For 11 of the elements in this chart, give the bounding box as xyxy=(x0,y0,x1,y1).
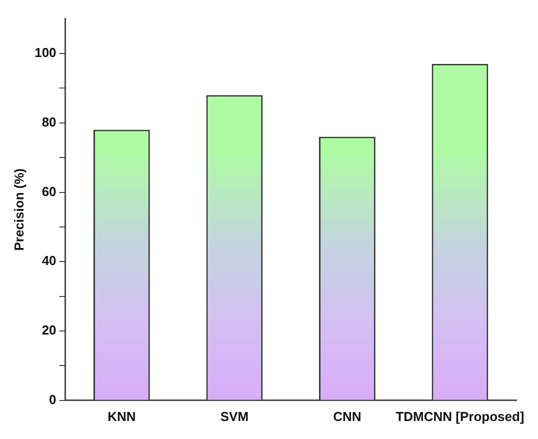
y-tick-label: 40 xyxy=(42,253,56,268)
y-axis-title: Precision (%) xyxy=(11,168,26,251)
y-tick-label: 0 xyxy=(49,392,56,407)
x-tick-label: CNN xyxy=(333,408,362,424)
y-tick-label: 80 xyxy=(42,114,56,130)
y-tick-label: 60 xyxy=(42,184,56,199)
y-tick-label: 20 xyxy=(42,322,56,338)
x-tick-label: KNN xyxy=(108,408,136,424)
y-tick-label: 100 xyxy=(34,45,56,60)
x-tick-label: SVM xyxy=(220,408,249,424)
x-tick-label: TDMCNN [Proposed] xyxy=(396,408,524,424)
